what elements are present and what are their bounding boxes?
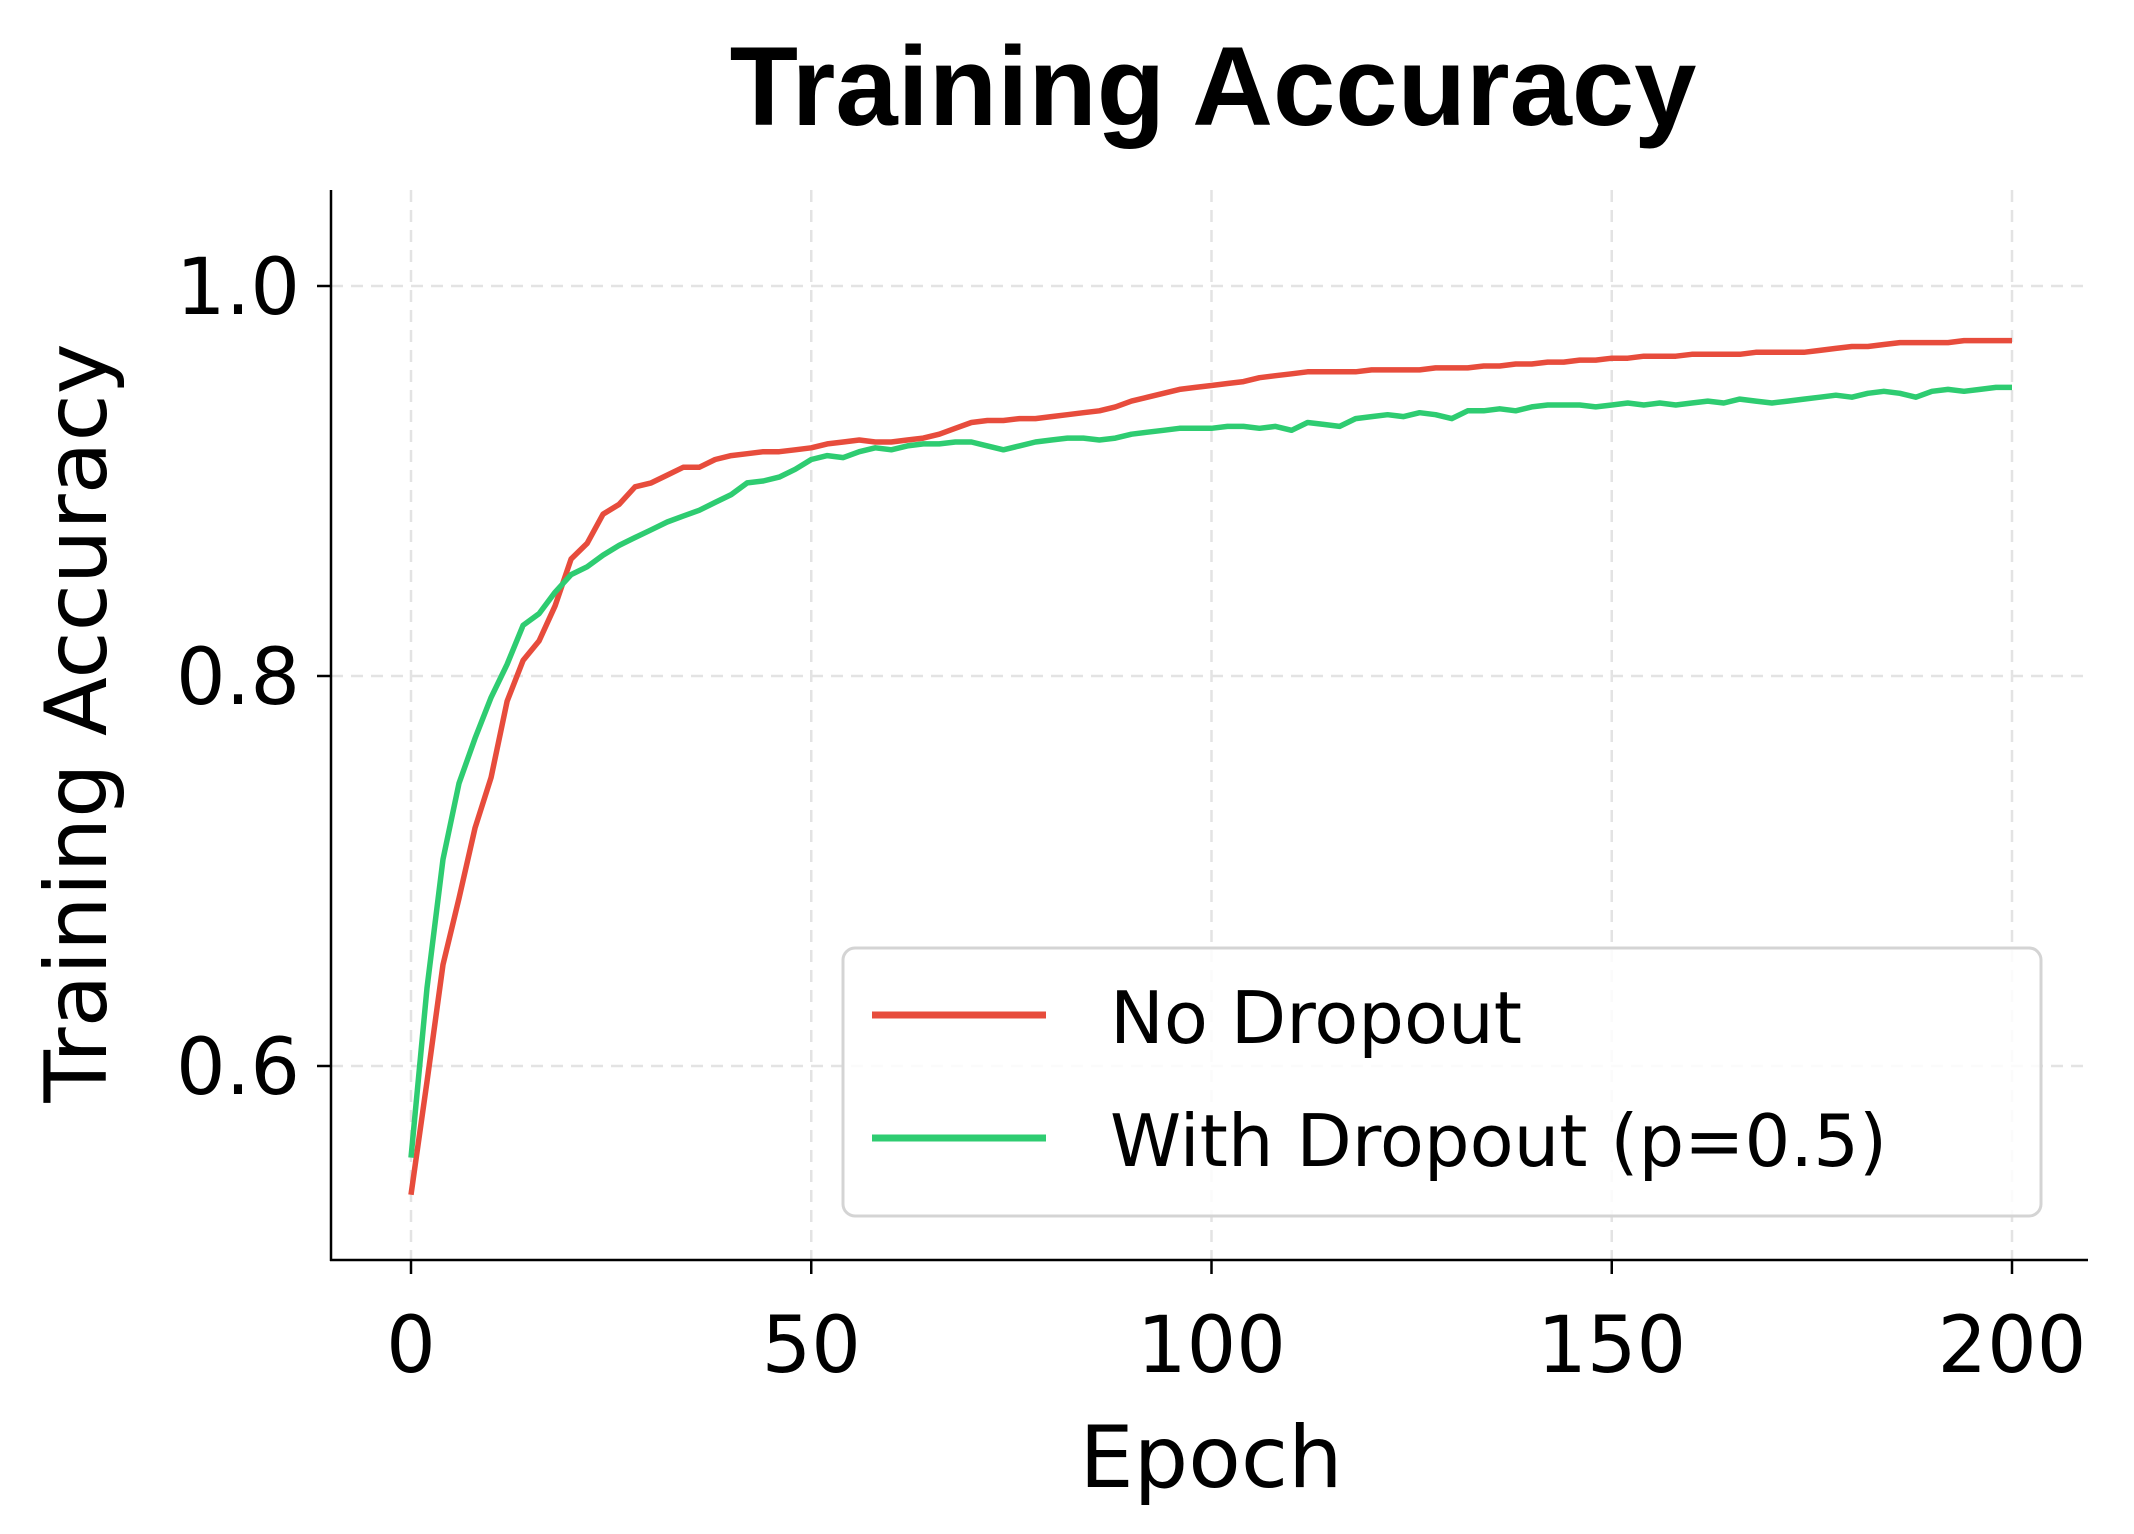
- x-tick-label: 100: [1137, 1301, 1286, 1391]
- legend-box: [841, 946, 2043, 1218]
- legend-label-with-dropout: With Dropout (p=0.5): [1110, 1099, 1887, 1183]
- x-axis-label: Epoch: [1079, 1408, 1342, 1508]
- y-axis-label: Training Accuracy: [27, 343, 127, 1103]
- x-axis-ticks: 0 50 100 150 200: [386, 1260, 2086, 1391]
- x-tick-label: 150: [1537, 1301, 1686, 1391]
- legend: No Dropout With Dropout (p=0.5): [841, 946, 2043, 1218]
- x-tick-label: 0: [386, 1301, 436, 1391]
- plot-area: [408, 337, 2012, 1196]
- legend-label-no-dropout: No Dropout: [1110, 976, 1522, 1060]
- y-axis-ticks: 0.6 0.8 1.0: [176, 243, 331, 1113]
- series-line-no-dropout: [408, 337, 2012, 1196]
- y-tick-label: 0.8: [176, 633, 300, 723]
- series-line-with-dropout: [408, 384, 2012, 1158]
- y-tick-label: 1.0: [176, 243, 300, 333]
- chart-title: Training Accuracy: [730, 24, 1697, 149]
- x-tick-label: 50: [762, 1301, 861, 1391]
- x-tick-label: 200: [1938, 1301, 2087, 1391]
- y-tick-label: 0.6: [176, 1023, 300, 1113]
